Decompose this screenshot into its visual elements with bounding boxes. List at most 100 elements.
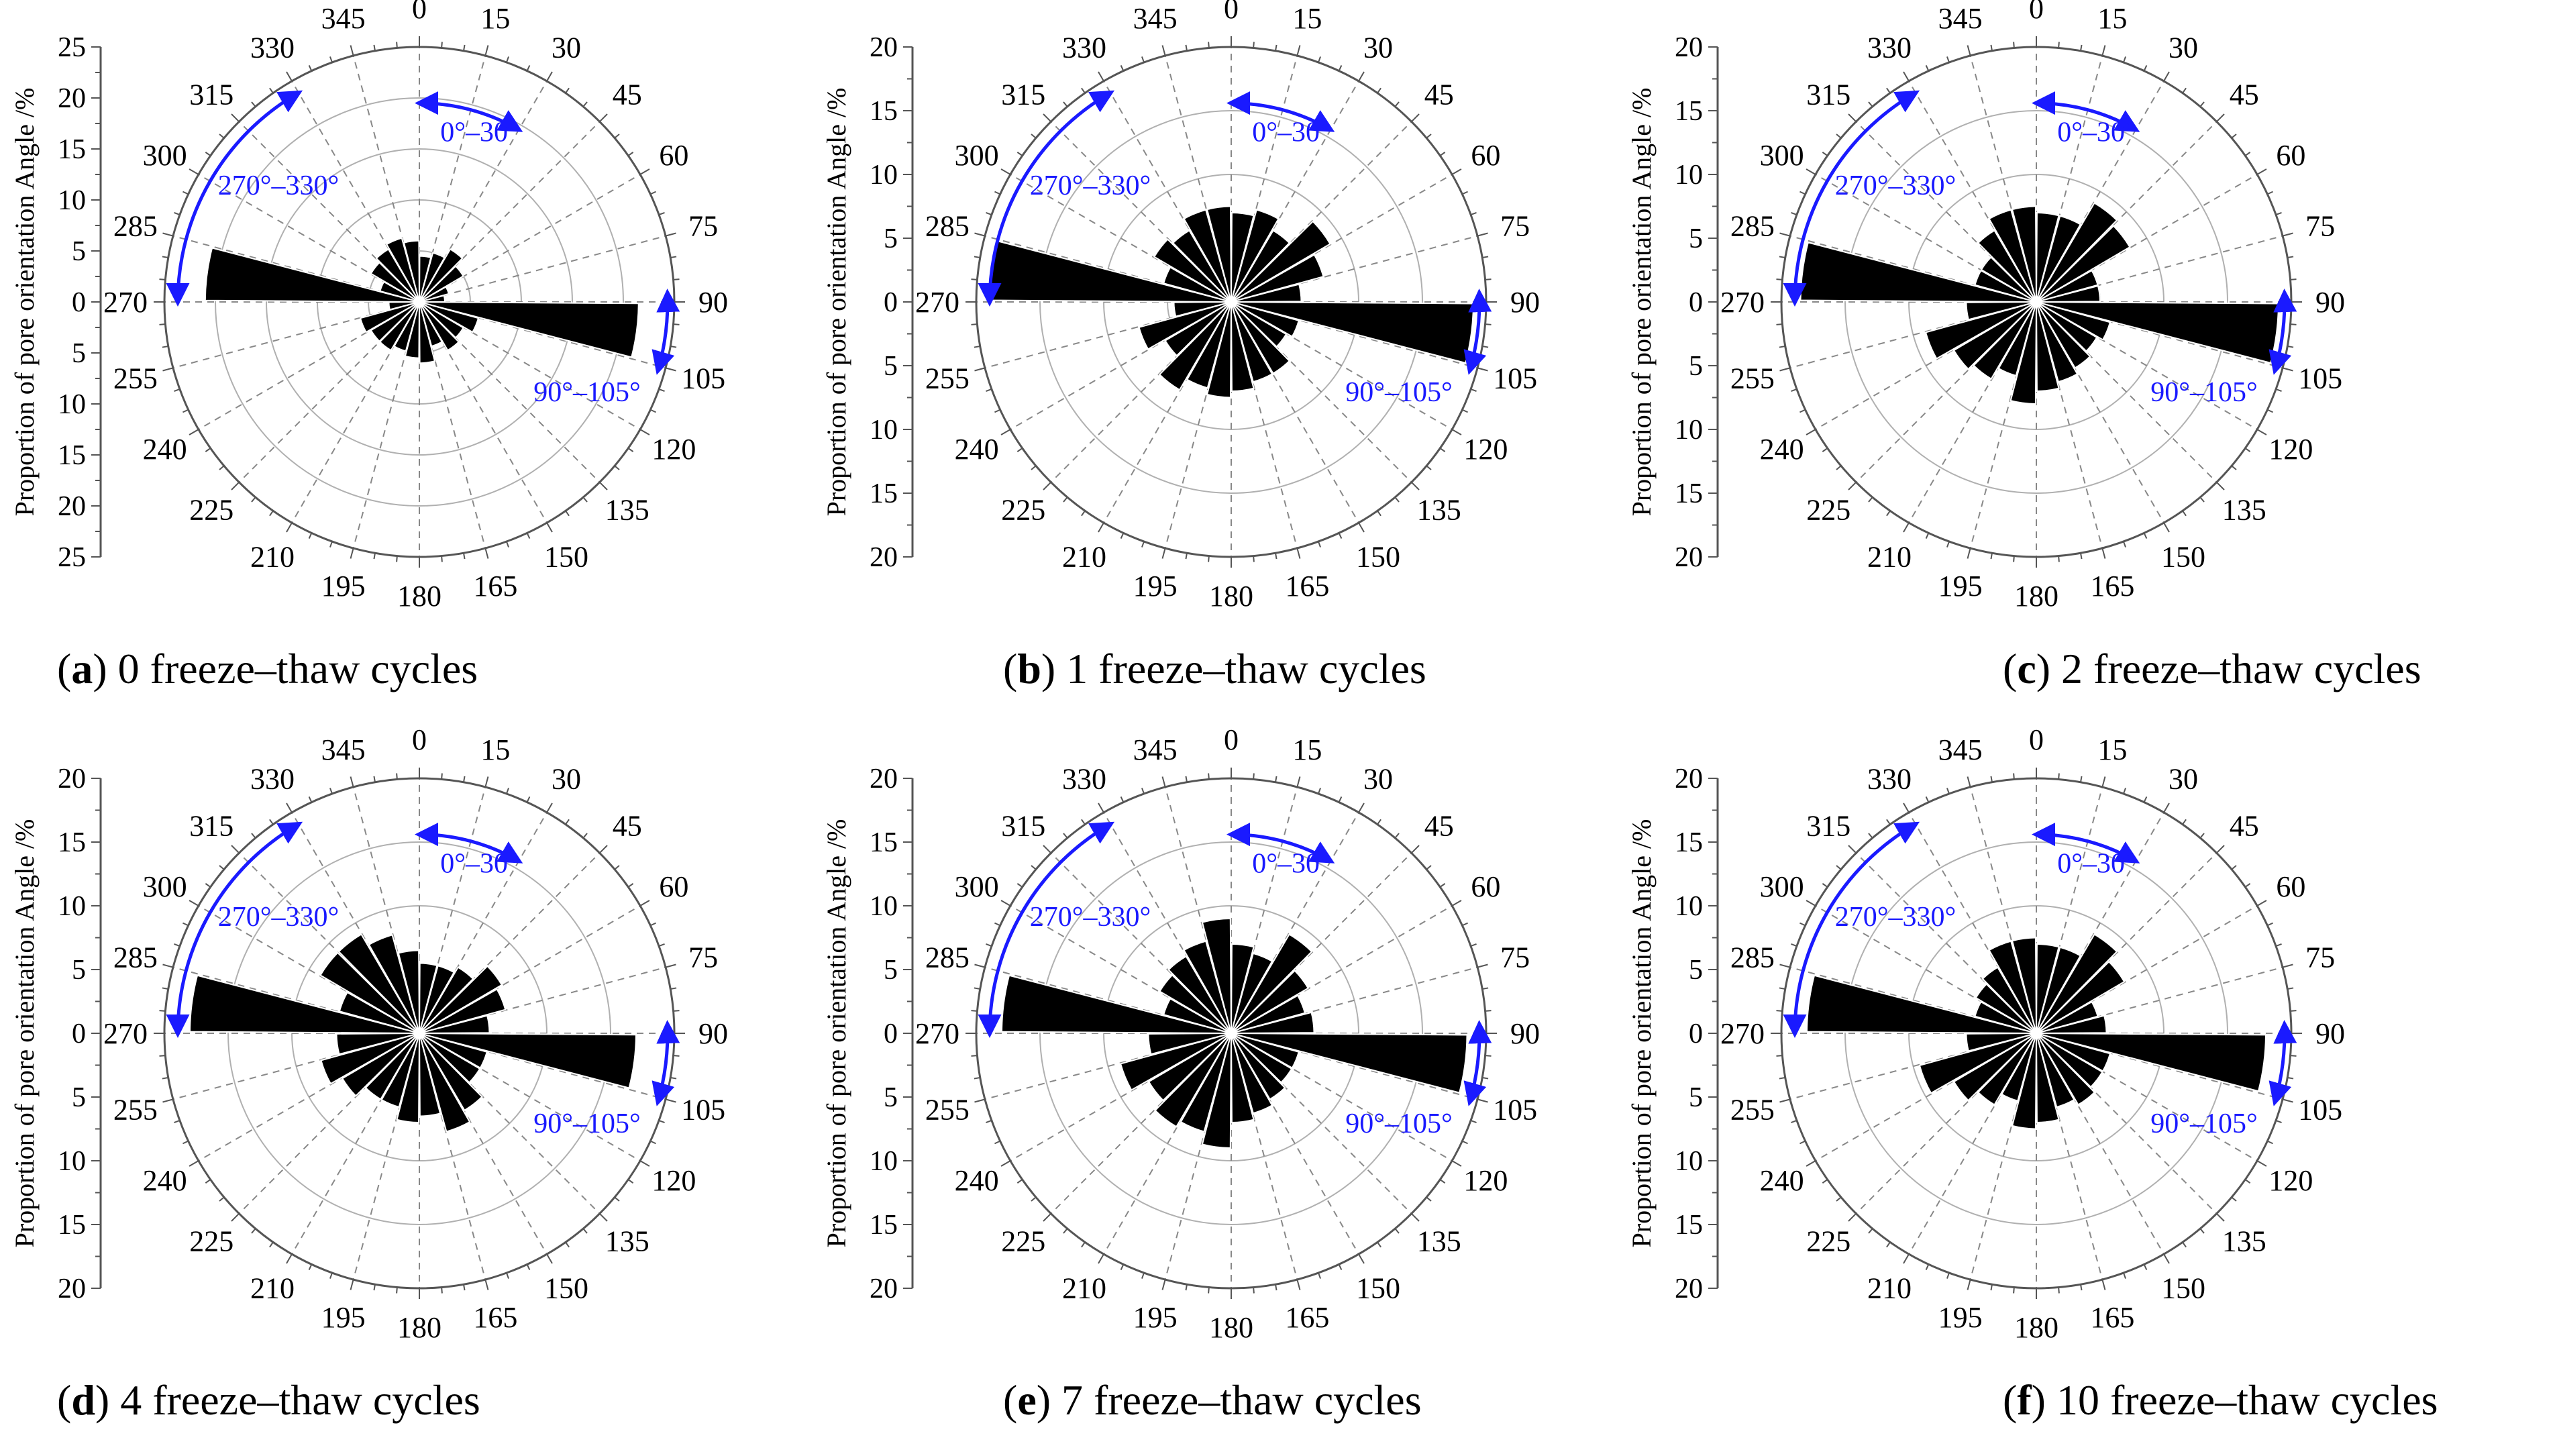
ring-tick: [1779, 1098, 1791, 1103]
angle-label-105: 105: [681, 1093, 725, 1126]
bar-135: [419, 1033, 483, 1112]
annotation-label-90-105: 90°–105°: [533, 377, 641, 408]
ring-tick: [1098, 1253, 1104, 1264]
ring-tick: [1836, 465, 1842, 470]
ring-tick: [1868, 833, 1873, 839]
ring-tick: [1470, 388, 1477, 392]
ring-tick: [1000, 429, 1011, 435]
ring-tick: [1925, 532, 1930, 539]
r-axis-tick-label: 0: [1689, 287, 1703, 318]
ring-tick: [1318, 788, 1321, 794]
angle-label-75: 75: [688, 941, 718, 974]
bar-195: [1186, 301, 1232, 389]
angle-label-270: 270: [1720, 1017, 1765, 1050]
angle-label-300: 300: [1760, 870, 1804, 903]
angle-label-345: 345: [321, 2, 366, 35]
bar-195: [380, 1033, 420, 1108]
ring-tick: [2080, 553, 2083, 560]
ring-tick: [251, 833, 256, 839]
angle-label-300: 300: [1760, 139, 1804, 172]
annotation-label-0-30: 0°–30°: [1252, 117, 1331, 148]
r-axis-tick-label: 5: [1689, 351, 1703, 382]
ring-tick: [205, 448, 211, 452]
ring-tick: [1482, 346, 1489, 348]
angle-label-210: 210: [1062, 540, 1106, 573]
ring-tick: [2199, 497, 2205, 503]
r-axis-tick-label: 5: [72, 338, 86, 369]
angle-label-75: 75: [1500, 210, 1530, 243]
ring-tick: [1806, 429, 1816, 435]
angle-label-255: 255: [1730, 362, 1775, 395]
ring-tick: [1779, 346, 1785, 348]
bar-120: [419, 301, 464, 339]
ring-tick: [350, 548, 354, 559]
annotation-label-0-30: 0°–30°: [1252, 849, 1331, 880]
ring-tick: [2101, 548, 2106, 559]
panel-letter: e: [1017, 1376, 1037, 1424]
bar-165: [2036, 1033, 2060, 1124]
ring-tick: [546, 522, 553, 533]
angle-label-60: 60: [2276, 870, 2305, 903]
caption-text: 0 freeze–thaw cycles: [107, 645, 478, 692]
angle-label-165: 165: [473, 1301, 517, 1334]
ring-tick: [971, 278, 978, 280]
bar-60: [2036, 1000, 2099, 1034]
ring-tick: [2215, 481, 2225, 490]
angle-label-90: 90: [2315, 286, 2345, 319]
ring-tick: [1031, 465, 1037, 470]
bar-330: [1183, 209, 1232, 303]
ring-tick: [159, 1055, 166, 1057]
angle-label-105: 105: [1493, 362, 1537, 395]
angle-label-315: 315: [189, 78, 233, 111]
bar-285: [338, 991, 420, 1034]
ring-tick: [1806, 900, 1816, 906]
polar-chart: 0 153045607590105120135150165180195210225…: [821, 723, 1540, 1344]
bar-225: [1952, 301, 2037, 370]
ring-tick: [627, 883, 634, 888]
ring-tick: [2266, 922, 2273, 927]
angle-label-60: 60: [2276, 139, 2305, 172]
ring-tick: [441, 1287, 443, 1294]
bar-345: [1201, 917, 1232, 1034]
ring-tick: [1185, 776, 1188, 782]
ring-tick: [2215, 113, 2225, 123]
ring-tick: [598, 113, 608, 123]
r-axis-tick-label: 10: [58, 389, 86, 420]
r-axis-tick-label: 15: [58, 440, 86, 471]
ring-tick: [2244, 1179, 2251, 1184]
ring-tick: [1296, 548, 1301, 559]
ring-tick: [1358, 802, 1365, 813]
ring-tick: [373, 44, 376, 51]
angle-label-105: 105: [1493, 1093, 1537, 1126]
angle-label-60: 60: [1471, 870, 1500, 903]
annotation-arc-0-30: [415, 91, 523, 132]
angle-label-300: 300: [143, 139, 187, 172]
bar-210: [364, 1033, 420, 1100]
ring-tick: [639, 1160, 650, 1167]
ring-tick: [2275, 1120, 2282, 1123]
panel-a: 0 15 30 45 60 75 90 105 120 135 150 165 180 195 210 225…: [0, 0, 839, 725]
bar-120: [2036, 301, 2098, 352]
ring-tick: [1338, 796, 1343, 803]
ring-tick: [1836, 1196, 1842, 1202]
ring-tick: [1394, 101, 1400, 107]
polar-chart: 0 153045607590105120135150165180195210225…: [1626, 0, 2345, 613]
ring-tick: [350, 1279, 354, 1290]
ring-tick: [2199, 1228, 2205, 1234]
ring-tick: [2199, 101, 2205, 107]
ring-tick: [1098, 522, 1104, 533]
ring-tick: [1208, 1287, 1210, 1294]
r-axis-tick-label: 15: [870, 827, 898, 858]
ring-tick: [2282, 367, 2293, 372]
r-axis-tick-label: 10: [1675, 1146, 1703, 1177]
ring-tick: [1946, 1272, 1950, 1279]
angle-label-330: 330: [1867, 32, 1912, 64]
ring-tick: [1081, 510, 1086, 517]
angle-label-90: 90: [1510, 1017, 1540, 1050]
bar-345: [403, 240, 420, 303]
ring-tick: [1848, 481, 1857, 490]
ring-tick: [329, 1272, 333, 1279]
angle-label-315: 315: [1001, 809, 1045, 842]
ring-tick: [2182, 1241, 2187, 1248]
ring-tick: [1925, 65, 1930, 72]
